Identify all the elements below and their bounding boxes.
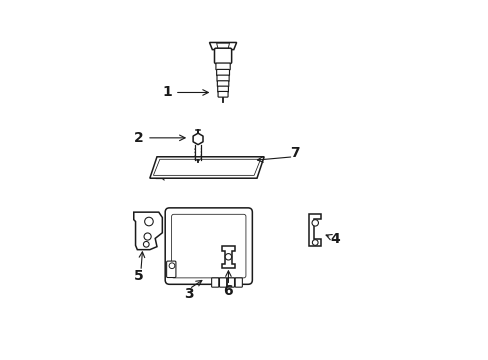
Text: 3: 3 (184, 287, 194, 301)
Text: 4: 4 (330, 232, 340, 246)
Text: 6: 6 (223, 284, 233, 298)
FancyBboxPatch shape (214, 48, 231, 64)
Circle shape (169, 263, 175, 269)
FancyBboxPatch shape (217, 75, 229, 81)
Circle shape (225, 253, 231, 260)
Polygon shape (153, 159, 260, 175)
FancyBboxPatch shape (165, 208, 252, 284)
Text: 2: 2 (134, 131, 143, 145)
FancyBboxPatch shape (235, 278, 242, 287)
FancyBboxPatch shape (216, 69, 229, 76)
FancyBboxPatch shape (166, 261, 176, 278)
Circle shape (311, 220, 318, 226)
Circle shape (144, 233, 151, 240)
FancyBboxPatch shape (216, 63, 230, 70)
Text: 1: 1 (163, 85, 172, 99)
FancyBboxPatch shape (227, 278, 234, 287)
FancyBboxPatch shape (217, 86, 228, 92)
Circle shape (144, 217, 153, 226)
Polygon shape (134, 212, 162, 249)
Polygon shape (308, 214, 321, 246)
FancyBboxPatch shape (217, 81, 228, 87)
Circle shape (312, 240, 317, 246)
FancyBboxPatch shape (211, 278, 218, 287)
Text: 7: 7 (289, 146, 299, 160)
Polygon shape (149, 157, 264, 178)
Polygon shape (209, 42, 236, 50)
Polygon shape (222, 246, 234, 267)
Circle shape (143, 242, 149, 247)
Text: 5: 5 (134, 269, 143, 283)
FancyBboxPatch shape (171, 214, 245, 278)
FancyBboxPatch shape (219, 278, 226, 287)
Polygon shape (216, 43, 229, 49)
FancyBboxPatch shape (218, 91, 227, 97)
